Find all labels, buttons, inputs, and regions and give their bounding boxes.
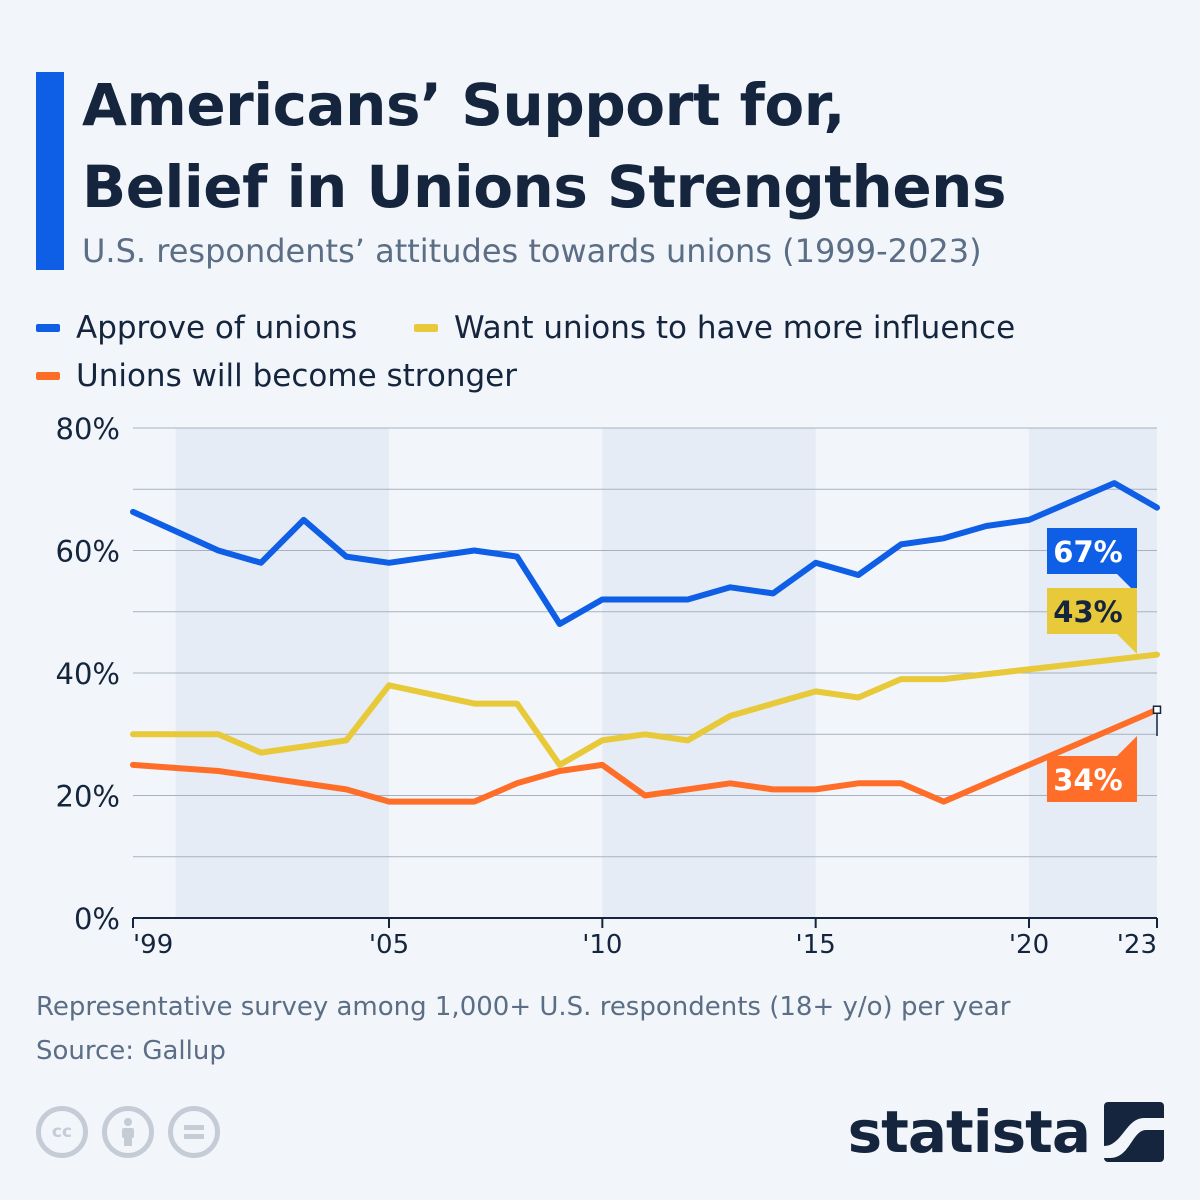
title-accent-bar <box>36 72 64 270</box>
legend-label-stronger: Unions will become stronger <box>76 358 517 394</box>
legend-swatch-approve <box>36 324 60 332</box>
cc-icon[interactable]: cc <box>36 1106 88 1158</box>
legend-swatch-influence <box>414 324 438 332</box>
license-icons: cc <box>36 1106 220 1158</box>
attribution-icon[interactable] <box>102 1106 154 1158</box>
y-tick-label-0: 0% <box>74 902 120 936</box>
y-tick-label-20: 20% <box>56 780 120 814</box>
callout-label-stronger: 34% <box>1053 763 1122 797</box>
legend-item-influence: Want unions to have more influence <box>414 310 1015 346</box>
legend-swatch-stronger <box>36 372 60 380</box>
x-tick-label-2015: '15 <box>796 930 836 960</box>
x-tick-label-2020: '20 <box>1009 930 1049 960</box>
legend-item-stronger: Unions will become stronger <box>36 358 517 394</box>
callout-label-approve: 67% <box>1053 535 1122 569</box>
chart-title-line-2: Belief in Unions Strengthens <box>82 153 1006 221</box>
series-line-approve <box>130 480 1160 627</box>
equals-glyph <box>184 1125 204 1139</box>
survey-note: Representative survey among 1,000+ U.S. … <box>36 992 1011 1022</box>
statista-wordmark: statista <box>847 1098 1091 1166</box>
x-tick-label-2010: '10 <box>582 930 622 960</box>
no-derivatives-icon[interactable] <box>168 1106 220 1158</box>
legend-label-approve: Approve of unions <box>76 310 358 346</box>
x-tick-label-1999: '99 <box>133 930 173 960</box>
legend-item-approve: Approve of unions <box>36 310 357 346</box>
callout-box-approve <box>1047 528 1137 594</box>
callout-marker-stronger <box>1152 705 1162 714</box>
chart-title: Americans’ Support for, Belief in Unions… <box>82 64 1182 228</box>
callout-box-stronger <box>1047 736 1137 802</box>
y-tick-label-80: 80% <box>56 412 120 446</box>
statista-logo-icon <box>1104 1102 1164 1162</box>
x-tick-label-2023: '23 <box>1117 930 1157 960</box>
person-glyph <box>122 1118 134 1146</box>
legend-label-influence: Want unions to have more influence <box>454 310 1016 346</box>
callout-label-influence: 43% <box>1053 595 1122 629</box>
chart-subtitle: U.S. respondents’ attitudes towards unio… <box>82 232 982 270</box>
callout-box-influence <box>1047 588 1137 654</box>
series-line-stronger <box>130 706 1160 805</box>
line-chart: 0% 20% 40% 60% 80% '99 '05 '10 '15 '20 '23 67% 43% 34… <box>56 412 1162 960</box>
statista-logo[interactable]: statista <box>848 1098 1164 1166</box>
source-note: Source: Gallup <box>36 1036 226 1066</box>
chart-title-line-1: Americans’ Support for, <box>82 71 845 139</box>
x-tick-label-2005: '05 <box>369 930 409 960</box>
y-tick-label-60: 60% <box>56 535 120 569</box>
y-tick-label-40: 40% <box>56 657 120 691</box>
